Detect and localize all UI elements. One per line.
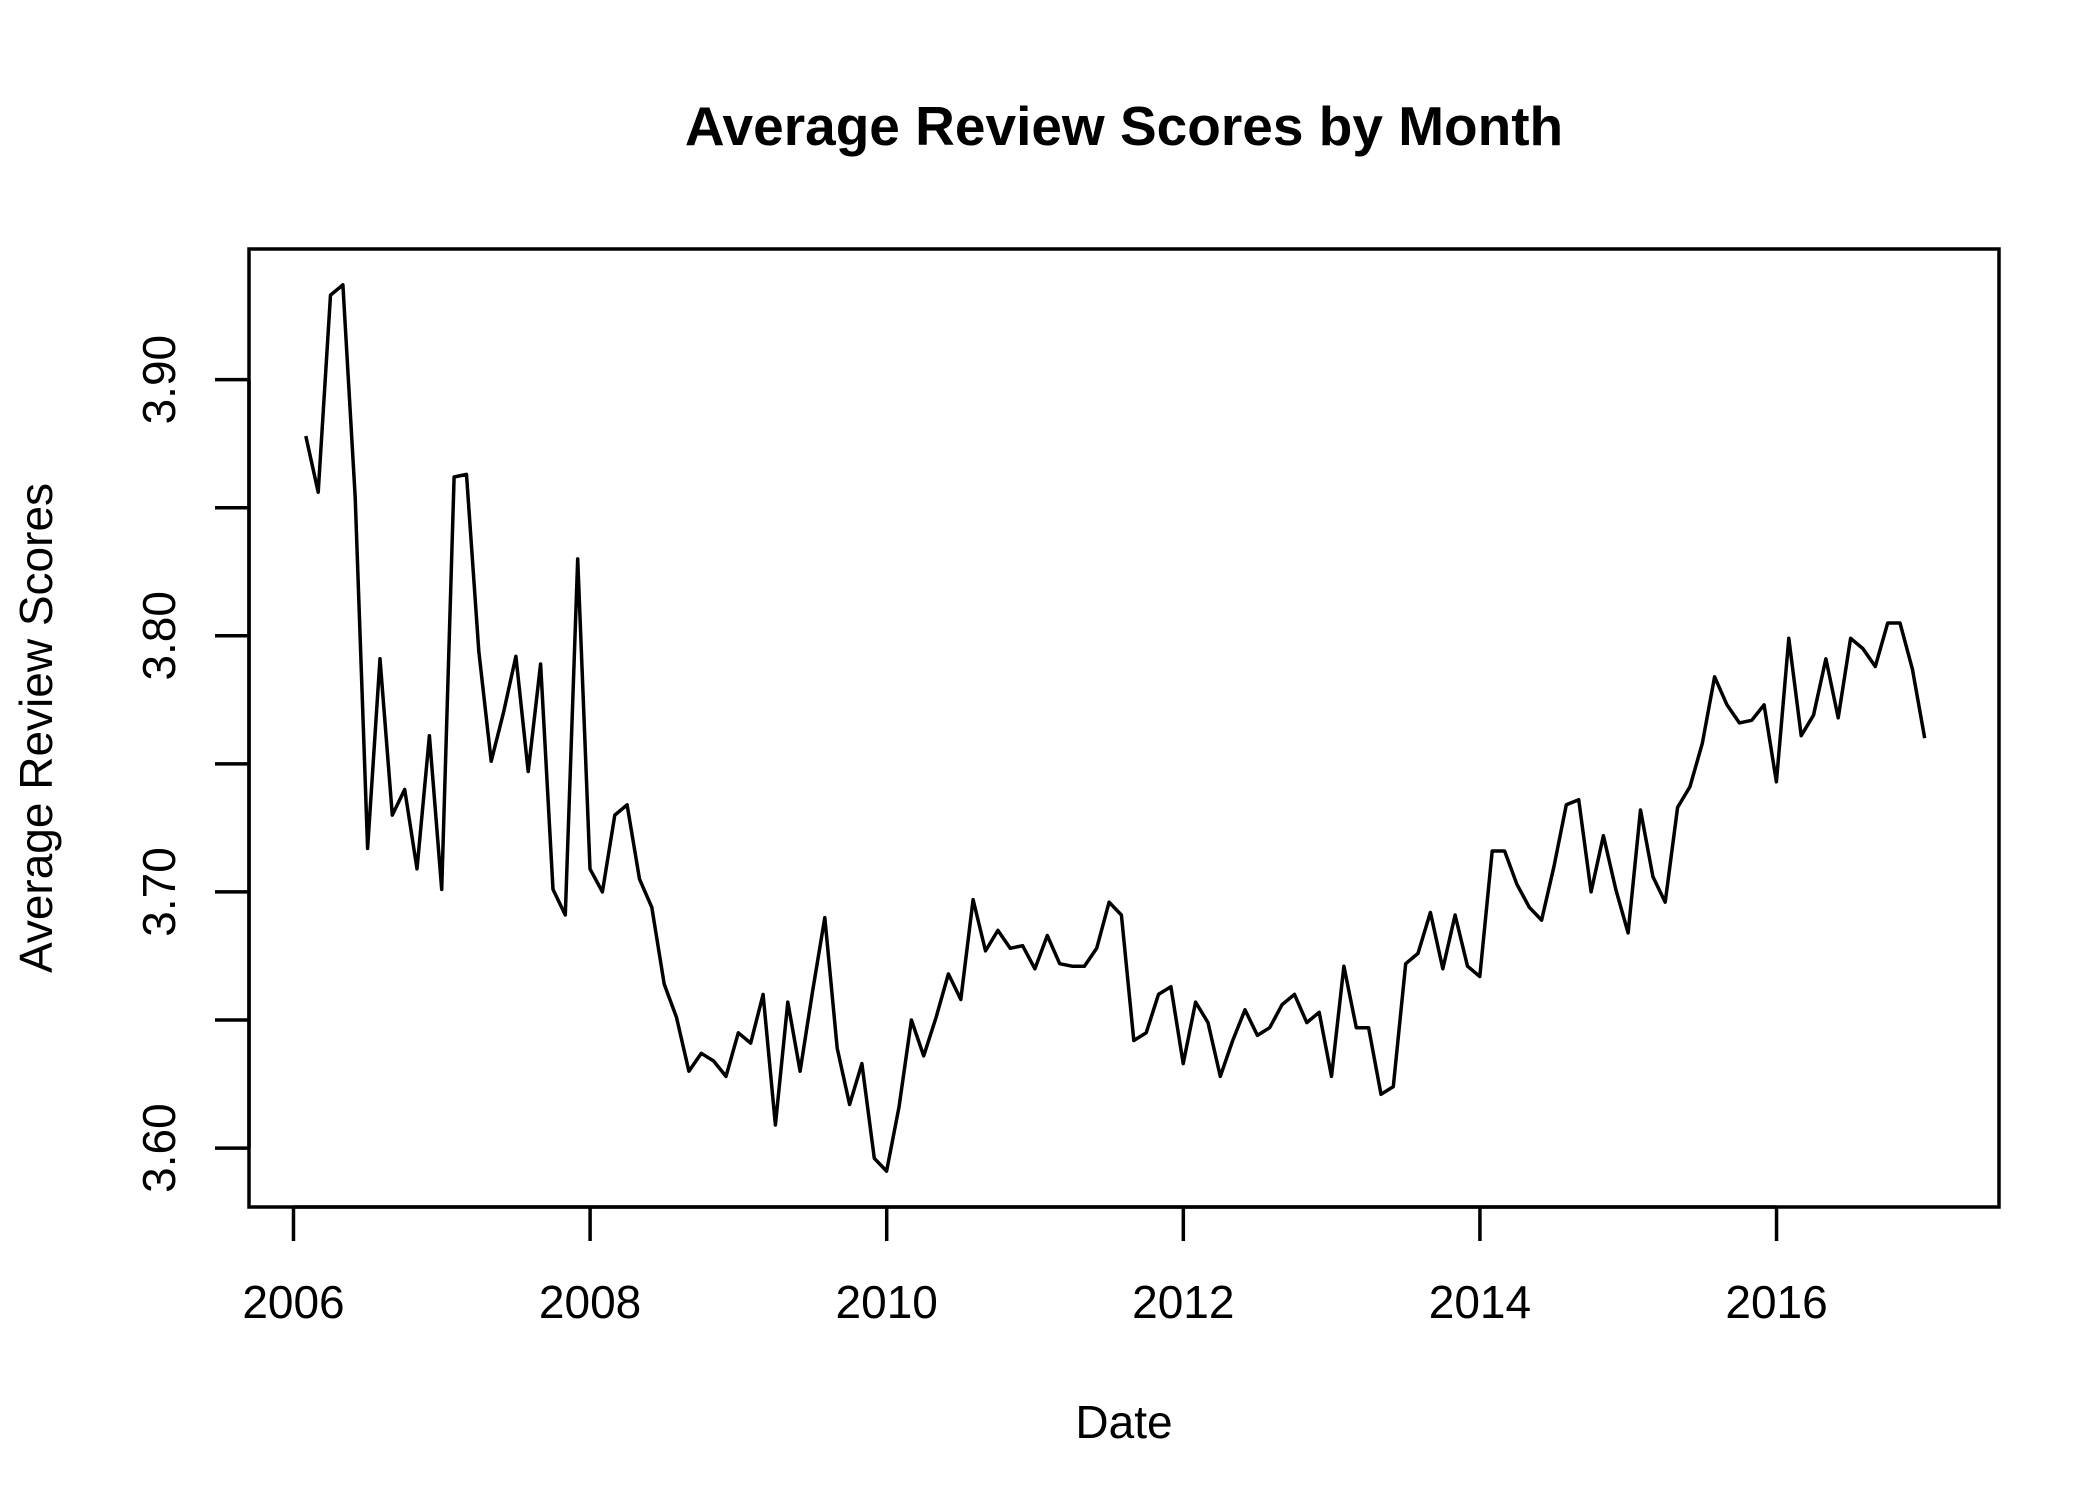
y-axis-label: Average Review Scores bbox=[10, 483, 62, 973]
x-tick-label: 2016 bbox=[1725, 1276, 1827, 1328]
x-axis-label: Date bbox=[1075, 1396, 1172, 1448]
plot-frame bbox=[247, 247, 2001, 1209]
y-tick-label: 3.90 bbox=[133, 335, 185, 425]
x-axis: 2006 2008 2010 2012 2014 2016 bbox=[242, 1205, 1828, 1328]
x-tick-label: 2006 bbox=[242, 1276, 344, 1328]
y-axis: 3.60 3.70 3.80 3.90 bbox=[133, 335, 251, 1193]
x-tick-label: 2010 bbox=[836, 1276, 938, 1328]
y-tick-label: 3.60 bbox=[133, 1103, 185, 1193]
x-tick-label: 2008 bbox=[539, 1276, 641, 1328]
y-tick-label: 3.80 bbox=[133, 591, 185, 681]
y-tick-label: 3.70 bbox=[133, 847, 185, 937]
x-tick-label: 2014 bbox=[1429, 1276, 1531, 1328]
series-line bbox=[304, 283, 1927, 1173]
x-tick-label: 2012 bbox=[1132, 1276, 1234, 1328]
chart-title: Average Review Scores by Month bbox=[685, 95, 1563, 157]
